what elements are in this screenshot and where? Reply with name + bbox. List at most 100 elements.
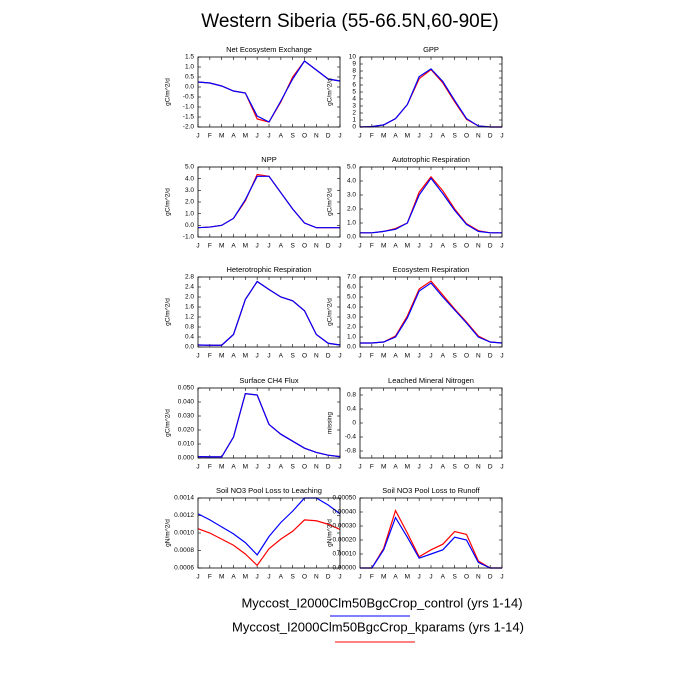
y-tick-label: 3.0 — [185, 187, 194, 194]
y-tick-label: 2.0 — [347, 206, 356, 213]
legend-label: Myccost_I2000Clm50BgcCrop_control (yrs 1… — [241, 595, 522, 610]
x-tick-label: A — [441, 133, 446, 140]
x-tick-label: D — [488, 353, 493, 360]
x-tick-label: M — [381, 133, 386, 140]
y-tick-label: 0.00000 — [333, 565, 357, 572]
data-line — [360, 175, 502, 234]
y-tick-label: 0 — [352, 420, 356, 427]
x-tick-label: N — [314, 353, 319, 360]
x-tick-label: J — [196, 133, 199, 140]
x-tick-label: M — [405, 353, 410, 360]
x-tick-label: J — [418, 353, 421, 360]
y-tick-label: 0.0010 — [174, 530, 194, 537]
data-line — [197, 173, 340, 229]
x-tick-label: J — [358, 464, 361, 471]
x-tick-label: J — [429, 464, 432, 471]
x-tick-label: A — [231, 574, 236, 581]
x-tick-label: O — [464, 243, 469, 250]
x-tick-label: S — [452, 353, 457, 360]
x-tick-label: N — [314, 243, 319, 250]
x-tick-label: J — [358, 574, 361, 581]
plot-frame — [197, 497, 341, 569]
y-tick-label: 0.0 — [347, 344, 356, 351]
x-tick-label: A — [231, 353, 236, 360]
x-tick-label: O — [464, 574, 469, 581]
x-tick-label: M — [405, 574, 410, 581]
x-tick-label: J — [256, 574, 259, 581]
y-tick-label: 3.0 — [347, 314, 356, 321]
x-tick-label: F — [208, 353, 212, 360]
data-line — [197, 392, 341, 458]
x-tick-label: J — [429, 133, 432, 140]
x-tick-label: J — [429, 574, 432, 581]
y-tick-label: 0.020 — [178, 427, 195, 434]
y-tick-label: 7.0 — [347, 274, 356, 281]
y-tick-label: 0.00050 — [333, 495, 357, 502]
y-axis-label: gC/m^2/d — [165, 78, 172, 106]
y-axis-label: gC/m^2/d — [327, 188, 334, 216]
x-tick-label: O — [464, 133, 469, 140]
plot-frame — [359, 387, 503, 459]
y-tick-label: 2.0 — [185, 294, 194, 301]
y-tick-label: 1.0 — [347, 334, 356, 341]
x-tick-label: S — [290, 464, 295, 471]
y-tick-label: 0.0006 — [174, 565, 194, 572]
x-tick-label: J — [500, 133, 503, 140]
x-tick-label: M — [381, 353, 386, 360]
y-tick-label: 10 — [349, 54, 357, 61]
x-tick-label: A — [279, 353, 284, 360]
x-tick-label: A — [231, 243, 236, 250]
x-tick-label: F — [208, 464, 212, 471]
x-tick-label: J — [418, 574, 421, 581]
data-line — [197, 392, 341, 458]
y-tick-label: 0.5 — [185, 74, 194, 81]
x-tick-label: J — [256, 243, 259, 250]
x-tick-label: M — [219, 464, 224, 471]
x-tick-label: J — [267, 243, 270, 250]
x-tick-label: J — [500, 574, 503, 581]
y-tick-label: 5.0 — [347, 294, 356, 301]
x-tick-label: S — [290, 133, 295, 140]
plot-frame — [197, 166, 341, 238]
y-tick-label: 6 — [352, 82, 356, 89]
y-tick-label: 0.0014 — [174, 495, 194, 502]
x-tick-label: J — [267, 133, 270, 140]
x-tick-label: F — [370, 464, 374, 471]
panel-title: NPP — [261, 155, 276, 164]
plot-frame — [197, 56, 341, 128]
panel-title: Heterotrophic Respiration — [226, 265, 311, 274]
x-tick-label: M — [219, 353, 224, 360]
x-tick-label: M — [219, 574, 224, 581]
data-line — [197, 175, 340, 229]
x-tick-label: A — [441, 464, 446, 471]
x-tick-label: M — [243, 133, 248, 140]
y-tick-label: -1.5 — [183, 114, 195, 121]
x-tick-label: J — [500, 353, 503, 360]
panel-title: Soil NO3 Pool Loss to Runoff — [382, 486, 480, 495]
x-tick-label: D — [488, 133, 493, 140]
plot-frame — [197, 387, 341, 459]
y-tick-label: 0.0012 — [174, 512, 194, 519]
y-tick-label: -1.0 — [183, 104, 195, 111]
x-tick-label: J — [338, 464, 341, 471]
plot-frame — [359, 497, 503, 569]
x-tick-label: N — [314, 133, 319, 140]
y-tick-label: 1.5 — [185, 54, 194, 61]
panel-title: Soil NO3 Pool Loss to Leaching — [216, 486, 322, 495]
y-tick-label: 0 — [352, 124, 356, 131]
x-tick-label: J — [196, 574, 199, 581]
x-tick-label: O — [464, 464, 469, 471]
x-tick-label: J — [338, 353, 341, 360]
x-tick-label: F — [208, 574, 212, 581]
y-tick-label: -0.5 — [183, 94, 195, 101]
x-tick-label: A — [393, 133, 398, 140]
x-tick-label: J — [429, 353, 432, 360]
y-tick-label: 1.0 — [185, 210, 194, 217]
x-tick-label: M — [405, 243, 410, 250]
panel-title: Ecosystem Respiration — [393, 265, 470, 274]
x-tick-label: J — [418, 243, 421, 250]
x-tick-label: N — [476, 574, 481, 581]
x-tick-label: J — [500, 464, 503, 471]
data-line — [197, 280, 341, 346]
y-tick-label: 0.4 — [185, 334, 194, 341]
